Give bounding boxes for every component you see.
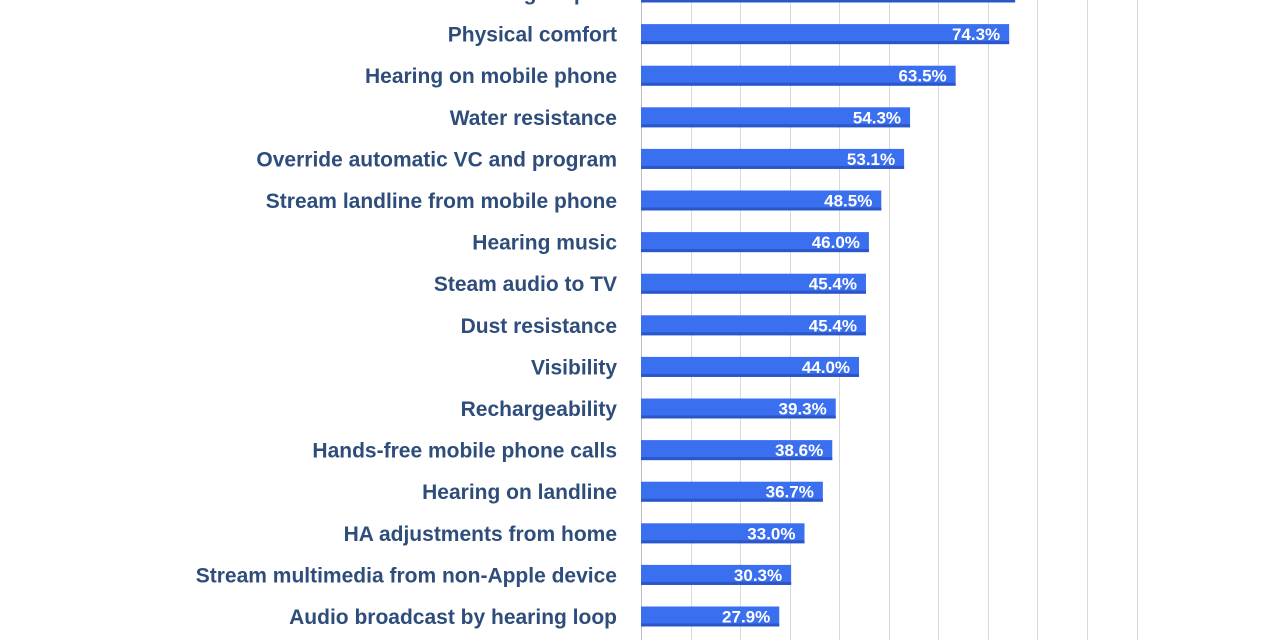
bar — [641, 190, 882, 211]
bar — [641, 148, 905, 169]
category-label: Water resistance — [450, 107, 617, 130]
bar — [641, 564, 792, 585]
category-label: Hearing on landline — [422, 481, 617, 504]
category-label: Visibility — [531, 356, 617, 379]
value-label: 30.3% — [734, 566, 782, 585]
bar-shadow — [641, 0, 1016, 3]
category-label: Override automatic VC and program — [256, 148, 617, 171]
category-label: Audio broadcast by hearing loop — [289, 606, 617, 629]
bar-shadow — [641, 623, 780, 627]
value-label: 33.0% — [747, 524, 795, 543]
category-label: Dust resistance — [461, 315, 617, 338]
bar-shadow — [641, 540, 805, 544]
bar — [641, 107, 911, 128]
bar-shadow — [641, 249, 869, 253]
bar — [641, 356, 860, 377]
bar-shadow — [641, 415, 836, 419]
bar-shadow — [641, 498, 823, 502]
bar — [641, 481, 823, 502]
value-label: 38.6% — [775, 441, 823, 460]
value-label: 44.0% — [802, 358, 850, 377]
category-label: Hearing in quiet — [458, 0, 617, 5]
value-label: 39.3% — [779, 400, 827, 419]
bar — [641, 398, 836, 419]
value-label: 75.5% — [958, 0, 1006, 3]
bar — [641, 315, 866, 336]
value-label: 45.4% — [809, 275, 857, 294]
value-label: 53.1% — [847, 150, 895, 169]
category-labels: Hearing in quiet Physical comfort Hearing … — [196, 0, 618, 629]
bar-shadow — [641, 290, 866, 294]
bar-shadow — [641, 457, 833, 461]
bar-shadow — [641, 41, 1010, 45]
bar-shadow — [641, 207, 882, 211]
bar — [641, 24, 1010, 45]
bar-shadow — [641, 332, 866, 336]
bar — [641, 65, 956, 86]
bar — [641, 273, 866, 294]
value-label: 63.5% — [898, 67, 946, 86]
category-label: Hands-free mobile phone calls — [312, 440, 617, 463]
bar-shadow — [641, 373, 860, 377]
category-label: HA adjustments from home — [344, 523, 617, 546]
value-label: 27.9% — [722, 608, 770, 627]
bar — [641, 523, 805, 544]
bar — [641, 606, 780, 627]
value-label: 74.3% — [952, 25, 1000, 44]
value-label: 36.7% — [766, 483, 814, 502]
category-label: Steam audio to TV — [434, 273, 617, 296]
value-label: 54.3% — [853, 108, 901, 127]
category-label: Stream landline from mobile phone — [266, 190, 617, 213]
bar-shadow — [641, 581, 792, 585]
value-label: 46.0% — [812, 233, 860, 252]
category-label: Hearing on mobile phone — [365, 65, 617, 88]
category-label: Stream multimedia from non-Apple device — [196, 564, 617, 587]
value-label: 45.4% — [809, 316, 857, 335]
bar — [641, 232, 869, 253]
bar-shadow — [641, 82, 956, 86]
bar — [641, 440, 833, 461]
category-label: Rechargeability — [461, 398, 618, 421]
bars — [641, 0, 1016, 627]
value-labels: 75.5% 74.3% 63.5% 54.3% 53.1% 48.5% 46.0% 45.4%… — [722, 0, 1006, 627]
bar-shadow — [641, 124, 911, 128]
category-label: Physical comfort — [448, 24, 617, 47]
bar-shadow — [641, 165, 905, 169]
category-label: Hearing music — [472, 232, 617, 255]
value-label: 48.5% — [824, 192, 872, 211]
